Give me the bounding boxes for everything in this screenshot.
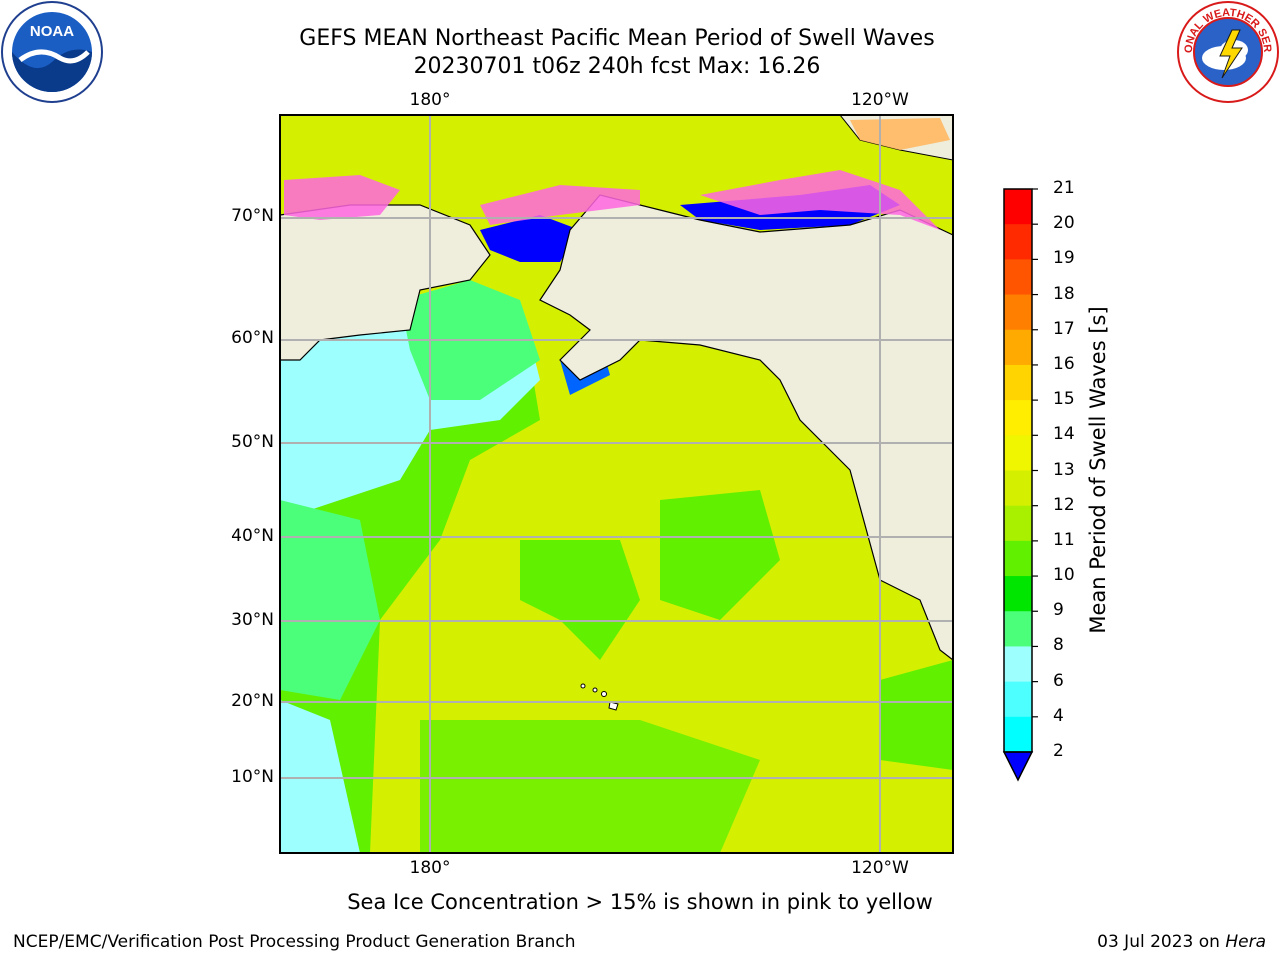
colorbar-block: [1004, 540, 1032, 577]
colorbar-tick-label: 9: [1053, 600, 1064, 621]
ocean-field-green-sw: [280, 500, 380, 700]
colorbar-frame: [1003, 188, 1033, 753]
grid-lines: [280, 115, 953, 853]
colorbar-tick-label: 11: [1053, 529, 1075, 550]
date-text: 03 Jul 2023 on Hera: [1097, 932, 1266, 952]
colorbar-block: [1004, 189, 1032, 225]
colorbar-block: [1004, 681, 1032, 718]
sea-ice-west: [284, 175, 400, 220]
colorbar-tick-label: 12: [1053, 494, 1075, 515]
colorbar-block: [1004, 435, 1032, 471]
chart-title: GEFS MEAN Northeast Pacific Mean Period …: [299, 26, 935, 51]
colorbar-tick-label: 8: [1053, 635, 1064, 656]
ocean-field-green-south: [420, 720, 760, 853]
colorbar-tick-label: 14: [1053, 424, 1075, 445]
colorbar-block: [1004, 329, 1032, 366]
colorbar-tick-label: 2: [1053, 741, 1064, 761]
ocean-field-cyan-sw: [280, 700, 360, 853]
colorbar-tick-label: 15: [1053, 389, 1075, 410]
chart-subtitle: 20230701 t06z 240h fcst Max: 16.26: [413, 54, 821, 79]
colorbar-block: [1004, 364, 1032, 401]
credit-text: NCEP/EMC/Verification Post Processing Pr…: [13, 932, 576, 952]
colorbar-tick-label: 4: [1053, 705, 1064, 726]
colorbar-tick-label: 13: [1053, 459, 1075, 480]
colorbar-tick-label: 6: [1053, 670, 1064, 691]
lat-label-60n: 60°N: [231, 328, 274, 348]
colorbar-extend-arrow: [1002, 751, 1034, 782]
colorbar-block: [1004, 294, 1032, 331]
colorbar-block: [1004, 505, 1032, 542]
lat-label-40n: 40°N: [231, 526, 274, 546]
colorbar-block: [1004, 576, 1032, 612]
map-frame: [279, 114, 954, 854]
colorbar-block: [1004, 611, 1032, 647]
ocean-field-green-se: [880, 660, 953, 770]
lon-label-top-180: 180°: [409, 90, 451, 110]
colorbar-block: [1004, 716, 1032, 753]
ocean-field-blue-bering: [480, 215, 580, 262]
colorbar-block: [1004, 470, 1032, 507]
date-value: 03 Jul 2023 on: [1097, 932, 1226, 952]
lon-label-bottom-120w: 120°W: [851, 858, 909, 878]
colorbar-block: [1004, 400, 1032, 436]
lon-label-bottom-180: 180°: [409, 858, 451, 878]
noaa-logo-icon: NOAA: [1, 1, 103, 103]
colorbar-tick-label: 16: [1053, 353, 1075, 374]
colorbar-tick-label: 10: [1053, 565, 1075, 586]
ocean-field-green-east: [660, 490, 780, 620]
land-asia: [280, 204, 491, 361]
svg-text:NOAA: NOAA: [30, 23, 74, 40]
lat-label-50n: 50°N: [231, 432, 274, 452]
machine-name: Hera: [1225, 932, 1266, 952]
land-alaska-north-america: [539, 194, 953, 661]
sea-ice-note: Sea Ice Concentration > 15% is shown in …: [347, 890, 933, 914]
colorbar-block: [1004, 259, 1032, 296]
colorbar-title: Mean Period of Swell Waves [s]: [1086, 306, 1110, 634]
lat-label-20n: 20°N: [231, 691, 274, 711]
lat-label-70n: 70°N: [231, 206, 274, 226]
colorbar-tick-label: 21: [1053, 178, 1075, 198]
lat-label-30n: 30°N: [231, 610, 274, 630]
nws-logo-icon: NATIONAL WEATHER SERVICE: [1176, 0, 1279, 103]
lon-label-top-120w: 120°W: [851, 90, 909, 110]
colorbar-block: [1004, 646, 1032, 683]
sea-ice-north: [850, 118, 950, 150]
lat-label-10n: 10°N: [231, 767, 274, 787]
colorbar-tick-label: 19: [1053, 248, 1075, 269]
colorbar-block: [1004, 224, 1032, 260]
ocean-field-green-central: [520, 540, 640, 660]
colorbar-tick-label: 20: [1053, 213, 1075, 234]
colorbar-tick-label: 17: [1053, 318, 1075, 339]
hawaii-islands: [580, 683, 619, 711]
colorbar-tick-label: 18: [1053, 283, 1075, 304]
sea-ice-chukchi: [480, 185, 640, 225]
